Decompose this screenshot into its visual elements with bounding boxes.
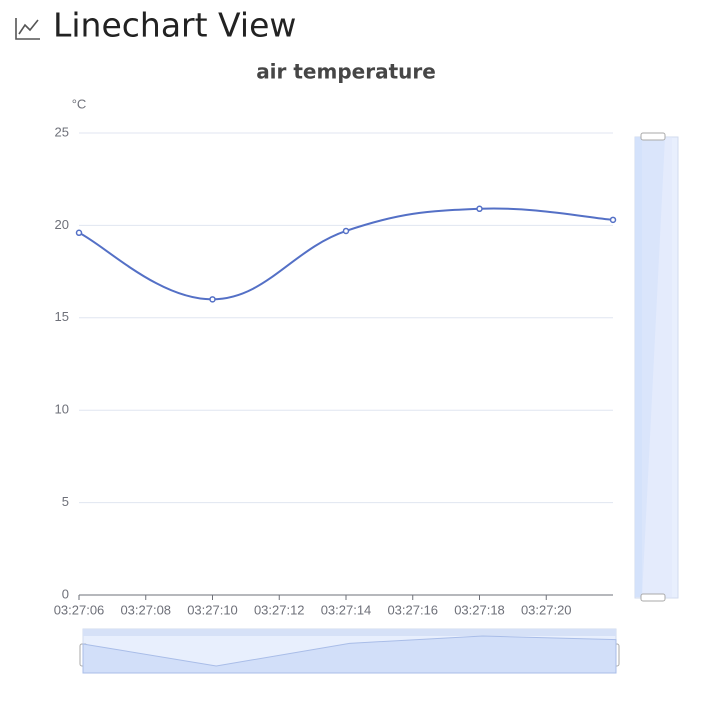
header-icon [15, 18, 40, 40]
y-tick-label: 25 [55, 124, 69, 139]
x-tick-label: 03:27:12 [254, 602, 305, 617]
point [75, 229, 83, 237]
point [342, 227, 350, 235]
y-axis-label: °C [72, 96, 87, 111]
x-tick-label: 03:27:14 [321, 602, 372, 617]
point [209, 296, 216, 303]
x-tick-label: 03:27:08 [120, 602, 171, 617]
y-zoom-slider[interactable] [634, 132, 679, 602]
x-tick-label: 03:27:16 [387, 602, 438, 617]
y-tick-label: 0 [62, 586, 69, 601]
x-tick-label: 03:27:10 [187, 602, 238, 617]
point [476, 205, 483, 213]
zoom-shadow [82, 635, 617, 674]
page-title: Linechart View [53, 6, 296, 45]
y-tick-label: 20 [55, 217, 69, 232]
x-tick-label: 03:27:20 [521, 602, 572, 617]
x-tick-label: 03:27:18 [454, 602, 505, 617]
chart-title: air temperature [256, 60, 436, 84]
y-tick-label: 5 [62, 494, 69, 509]
line [78, 207, 614, 301]
x-tick-label: 03:27:06 [54, 602, 105, 617]
point [609, 216, 617, 224]
y-tick-label: 15 [55, 309, 69, 324]
y-tick-label: 10 [55, 402, 69, 417]
